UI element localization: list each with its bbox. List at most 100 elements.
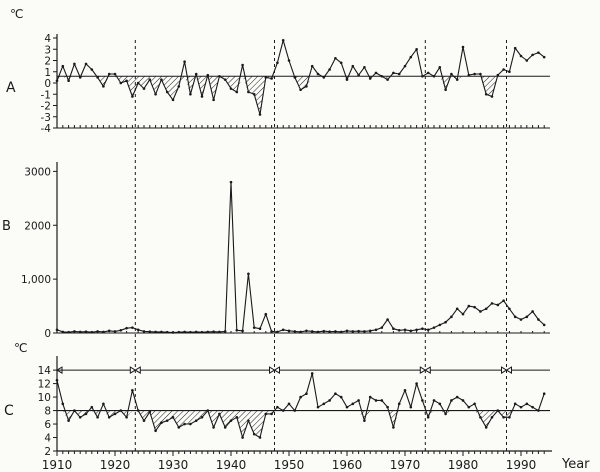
data-point — [107, 415, 111, 419]
data-point — [473, 72, 476, 76]
regime-shift-lines — [134, 40, 507, 451]
data-point — [345, 329, 349, 333]
y-tick-label: -1 — [41, 89, 51, 101]
data-point — [102, 330, 105, 334]
data-point — [339, 330, 343, 334]
regime-marker-left — [501, 366, 508, 374]
data-point — [351, 64, 355, 68]
data-point — [397, 402, 401, 406]
data-point — [386, 318, 389, 321]
x-tick-label: 1960 — [332, 458, 363, 472]
data-point — [299, 88, 302, 92]
data-point — [513, 402, 517, 406]
data-point — [235, 329, 239, 332]
data-point — [287, 402, 291, 406]
data-point — [276, 405, 279, 409]
data-point — [148, 330, 152, 333]
data-point — [241, 436, 244, 439]
data-point — [119, 329, 123, 332]
data-point — [73, 409, 76, 412]
data-point — [409, 329, 413, 333]
data-point — [368, 329, 372, 333]
y-tick-label: 8 — [44, 406, 51, 418]
data-point — [247, 419, 250, 422]
data-point — [421, 74, 424, 78]
data-point — [223, 426, 227, 429]
data-point — [490, 415, 494, 419]
panel-c-unit: ℃ — [14, 341, 27, 355]
data-point — [334, 392, 337, 396]
x-tick-label: 1940 — [216, 458, 247, 472]
data-point — [525, 59, 529, 62]
data-point — [363, 419, 366, 422]
data-point — [496, 409, 500, 412]
data-point — [90, 405, 94, 409]
data-point — [102, 85, 105, 88]
data-point — [102, 402, 105, 406]
data-point — [183, 60, 186, 63]
data-point — [264, 312, 268, 316]
regime-marker-left — [269, 366, 276, 374]
data-point — [328, 399, 331, 402]
data-point — [444, 88, 447, 92]
data-point — [165, 90, 169, 94]
regime-marker-right — [424, 366, 431, 374]
panel-b-y-ticks: 3000 2000 1,000 0 — [21, 166, 57, 340]
regime-marker-left — [419, 366, 427, 374]
regime-marker-right — [134, 366, 141, 374]
y-tick-label: 4 — [44, 33, 51, 45]
data-point — [455, 78, 459, 81]
y-tick-label: 2 — [44, 56, 51, 68]
x-axis-label: Year — [561, 457, 590, 472]
data-point — [229, 419, 233, 422]
below-average-shading — [57, 410, 545, 438]
data-point — [380, 326, 384, 329]
data-point — [55, 79, 59, 83]
data-point — [368, 77, 372, 80]
x-tick-label: 1970 — [390, 458, 421, 472]
panel-a-unit: ℃ — [10, 7, 23, 21]
y-tick-label: 1 — [44, 67, 51, 79]
data-point — [154, 330, 157, 334]
y-tick-label: 3000 — [24, 166, 51, 178]
data-point — [281, 328, 285, 332]
data-point — [479, 415, 482, 419]
data-point — [502, 68, 505, 71]
data-point — [508, 307, 511, 311]
data-point — [537, 409, 540, 412]
data-point — [455, 395, 459, 399]
data-point — [160, 421, 163, 424]
data-point — [334, 330, 337, 333]
data-point — [148, 78, 152, 81]
data-point — [316, 405, 320, 409]
data-point — [426, 415, 430, 419]
data-point — [142, 330, 146, 333]
data-point — [339, 395, 343, 399]
data-point — [357, 329, 360, 333]
data-point — [160, 330, 163, 334]
data-point — [78, 330, 82, 334]
data-point — [374, 399, 378, 402]
data-point — [84, 412, 88, 416]
data-point — [519, 318, 523, 321]
data-point — [194, 419, 198, 422]
data-point — [415, 328, 418, 332]
data-point — [392, 327, 395, 330]
data-point — [502, 299, 505, 302]
data-point — [107, 329, 111, 333]
y-tick-label: 10 — [38, 392, 51, 404]
data-point — [293, 409, 297, 412]
data-point — [461, 399, 465, 402]
data-point — [212, 426, 215, 429]
data-point — [531, 310, 534, 313]
data-point — [542, 323, 546, 327]
data-point — [96, 76, 99, 79]
y-tick-label: 0 — [44, 78, 51, 90]
data-point — [531, 405, 534, 409]
data-point — [357, 73, 360, 77]
data-point — [218, 330, 221, 334]
data-point — [513, 46, 517, 50]
data-point — [345, 405, 349, 409]
